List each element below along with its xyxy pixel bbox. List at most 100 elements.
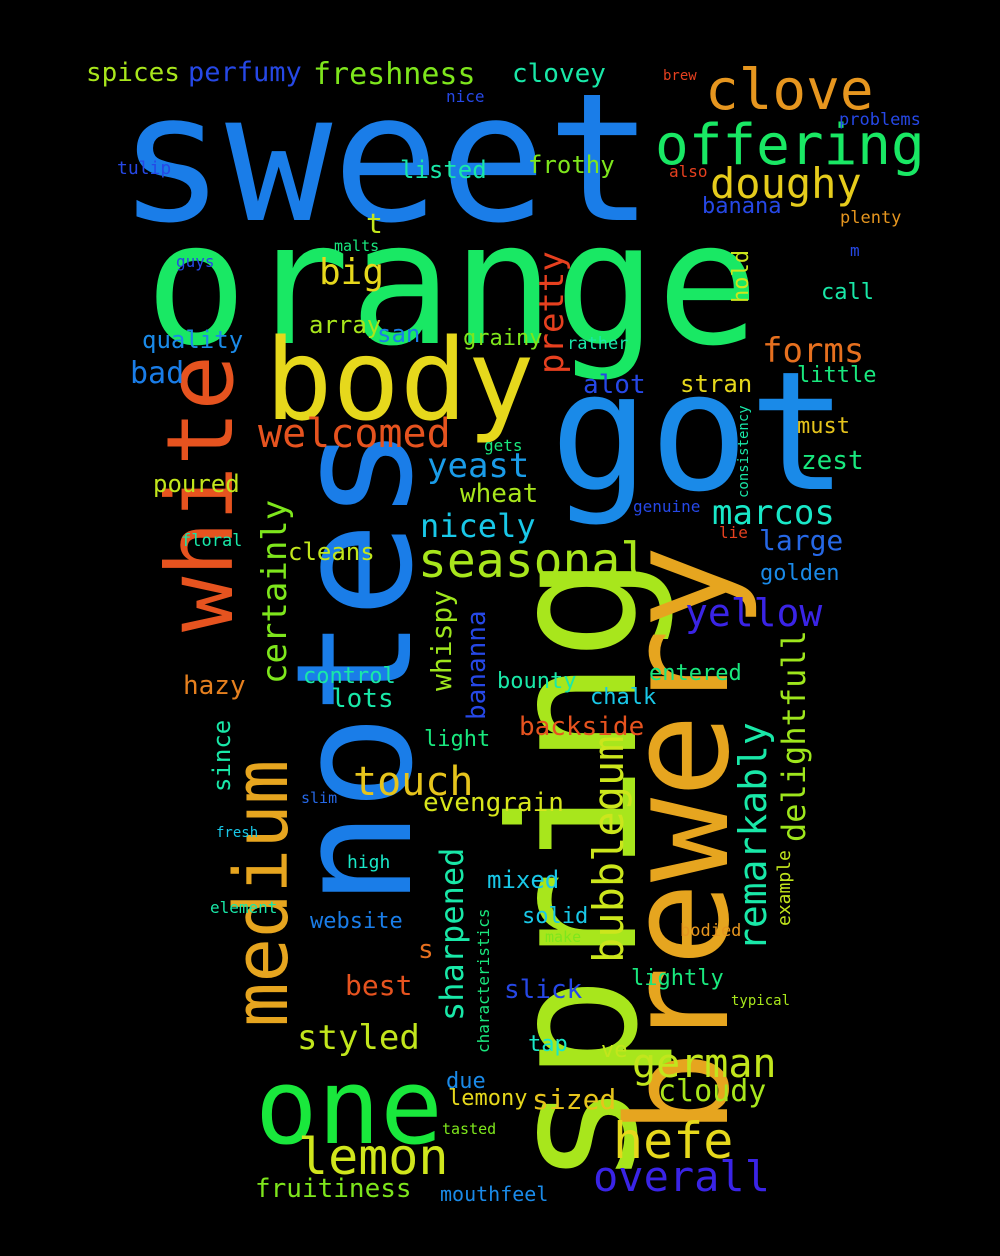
cloud-word: consistency [736,405,752,498]
cloud-word: bananna [462,610,492,720]
cloud-word: large [759,524,844,557]
cloud-word: slick [504,975,583,1005]
cloud-word: since [208,719,236,792]
cloud-word: m [850,241,860,260]
cloud-word: hefe [613,1112,734,1170]
cloud-word: sweet [118,55,654,262]
cloud-word: s [418,935,434,965]
cloud-word: zest [801,446,864,476]
cloud-word: freshness [313,57,476,92]
cloud-word: ve [601,1038,628,1063]
cloud-word: t [366,207,383,240]
cloud-word: nicely [420,507,536,545]
cloud-word: welcomed [258,411,451,457]
cloud-word: lemony [448,1086,528,1111]
cloud-word: delightfull [775,630,813,842]
cloud-word: certainly [255,499,295,684]
cloud-word: bad [130,356,185,391]
cloud-word: typical [731,993,791,1009]
cloud-word: array [309,311,382,339]
cloud-word: bubblegum [584,735,633,963]
cloud-word: problems [839,110,921,130]
cloud-word: banana [702,194,782,219]
cloud-word: cloudy [658,1074,767,1109]
cloud-word: german [632,1041,777,1087]
cloud-word: slim [301,789,338,807]
cloud-word: orange [145,186,760,384]
cloud-word: brew [663,68,697,84]
cloud-word: perfumy [188,57,302,88]
cloud-word: grainy [463,326,543,351]
cloud-word: quality [142,326,244,354]
cloud-word: cleans [288,538,375,566]
cloud-word: malts [334,237,380,255]
cloud-word: medium [219,759,305,1027]
cloud-word: styled [297,1018,420,1058]
cloud-word: gets [484,436,523,455]
cloud-word: also [669,162,708,181]
cloud-word: call [821,280,874,305]
cloud-word: bounty [497,669,577,694]
cloud-word: body [265,316,535,446]
cloud-word: remarkably [731,722,775,951]
cloud-word: best [345,969,413,1002]
cloud-word: high [347,852,391,873]
cloud-word: hazy [183,671,246,701]
cloud-word: evengrain [423,788,564,818]
cloud-word: spices [86,58,180,88]
cloud-word: genuine [633,497,701,516]
cloud-word: website [310,909,403,934]
cloud-word: due [446,1069,486,1094]
cloud-word: tasted [442,1120,497,1138]
cloud-word: mixed [487,866,560,894]
cloud-word: yeast [427,446,530,486]
cloud-word: whispy [425,589,458,691]
cloud-word: must [797,414,850,439]
cloud-word: seasonal [418,533,650,589]
cloud-word: lots [331,684,394,714]
cloud-word: san [377,320,421,348]
cloud-word: doughy [710,159,862,208]
cloud-word: touch [353,759,474,805]
cloud-word: one [255,1046,443,1168]
cloud-word: got [550,336,849,528]
cloud-word: clovey [512,59,606,89]
cloud-word: fruitiness [255,1174,412,1204]
cloud-word: control [303,664,396,689]
cloud-word: nice [446,87,485,106]
cloud-word: solid [522,904,589,929]
cloud-word: overall [593,1152,771,1201]
cloud-word: rather [567,334,629,354]
cloud-word: pretty [532,251,572,374]
cloud-word: make [545,928,582,946]
cloud-word: characteristics [474,908,493,1054]
cloud-word: poured [153,470,240,498]
cloud-word: floral [181,531,243,551]
cloud-word: chalk [590,685,657,710]
cloud-word: tap [528,1032,568,1057]
cloud-word: backside [519,712,645,742]
cloud-word: hold [729,250,754,303]
cloud-word: forms [762,331,865,371]
cloud-word: lie [719,523,748,542]
cloud-word: sized [532,1083,617,1116]
cloud-word: stran [680,370,753,398]
cloud-word: lightly [631,966,724,991]
cloud-word: plenty [840,208,902,228]
cloud-word: fresh [216,825,259,841]
cloud-word: guys [176,252,215,271]
cloud-word: example [774,850,795,926]
cloud-word: marcos [712,493,835,533]
cloud-word: wheat [460,479,539,509]
cloud-word: yellow [685,591,823,635]
cloud-word: clove [705,58,874,123]
cloud-word: alot [583,370,646,400]
cloud-word: entered [649,661,742,686]
cloud-word: lemon [298,1128,449,1186]
cloud-word: mouthfeel [440,1182,549,1206]
cloud-word: tulip [117,158,172,179]
cloud-word: bodied [680,921,742,941]
cloud-word: element [210,898,278,917]
cloud-word: big [319,252,385,293]
